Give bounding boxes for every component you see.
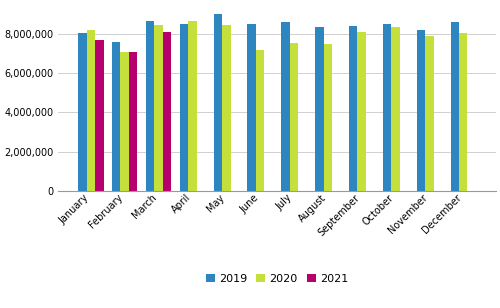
Bar [450,22,459,191]
Bar [146,21,154,191]
Bar [383,24,392,191]
Bar [120,52,129,191]
Bar [188,21,196,191]
Bar [392,27,400,191]
Bar [416,30,425,191]
Bar [290,43,298,191]
Bar [349,26,358,191]
Bar [112,42,120,191]
Bar [222,25,230,191]
Bar [358,32,366,191]
Bar [86,30,95,191]
Legend: 2019, 2020, 2021: 2019, 2020, 2021 [202,269,353,288]
Bar [315,27,324,191]
Bar [282,22,290,191]
Bar [154,25,163,191]
Bar [248,24,256,191]
Bar [214,14,222,191]
Bar [324,44,332,191]
Bar [78,33,86,191]
Bar [425,36,434,191]
Bar [459,33,468,191]
Bar [256,51,264,191]
Bar [163,32,172,191]
Bar [129,52,138,191]
Bar [180,24,188,191]
Bar [95,39,104,191]
